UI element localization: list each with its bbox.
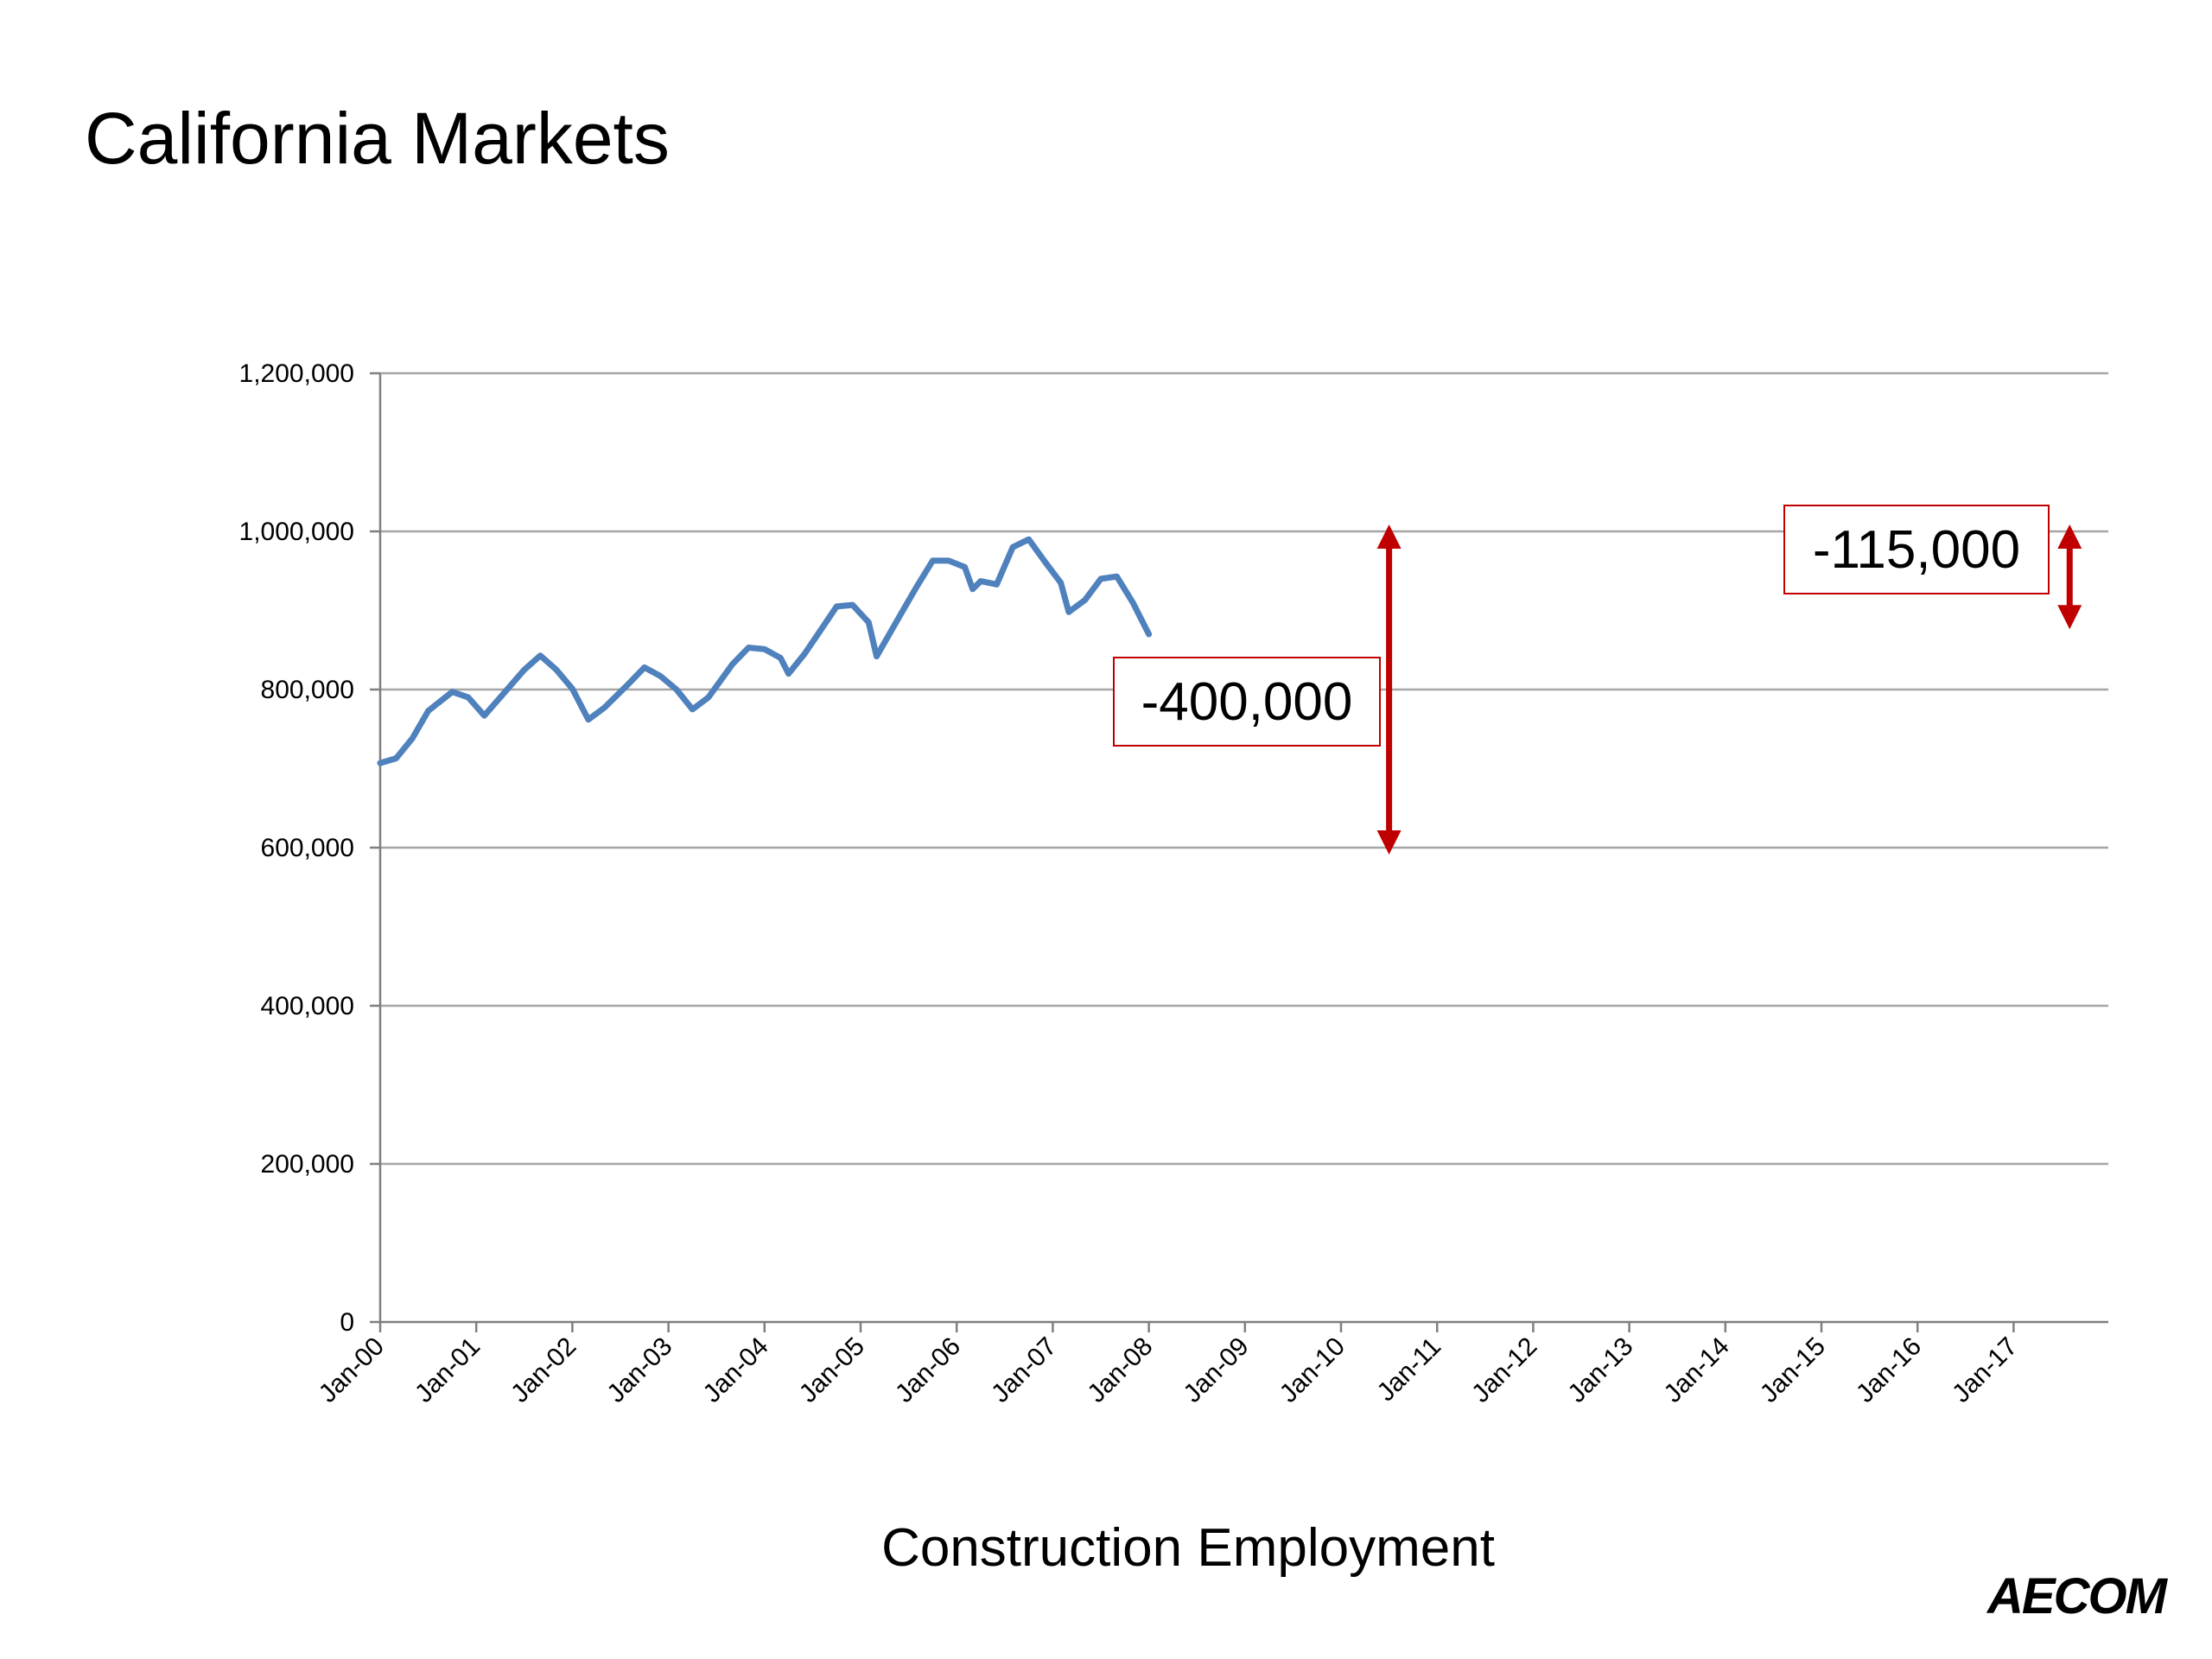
annotation-layer [1376, 524, 2082, 855]
x-tick-label: Jan-02 [505, 1332, 582, 1408]
x-tick-label: Jan-00 [314, 1332, 390, 1408]
x-tick-label: Jan-07 [986, 1332, 1062, 1408]
x-tick-label: Jan-04 [698, 1332, 774, 1408]
grid-layer [380, 372, 2108, 1166]
series-layer [377, 536, 1153, 766]
x-tick-label: Jan-10 [1274, 1332, 1351, 1408]
y-tick-label: 600,000 [261, 834, 354, 862]
x-tick-label: Jan-05 [794, 1332, 870, 1408]
x-tick-label: Jan-15 [1755, 1332, 1831, 1408]
x-tick-label: Jan-13 [1562, 1332, 1638, 1408]
chart-caption: Construction Employment [881, 1518, 1495, 1578]
callout-gap-to-peak-label: -115,000 [1812, 519, 2021, 580]
x-tick-label: Jan-11 [1372, 1332, 1447, 1408]
y-tick-label: 1,000,000 [239, 518, 354, 546]
slide-title: California Markets [85, 98, 670, 179]
y-tick-label: 400,000 [261, 992, 354, 1020]
callout-gap-to-peak: -115,000 [1783, 505, 2050, 594]
aecom-logo: AECOM [1987, 1568, 2167, 1624]
callout-decline-peak-label: -400,000 [1141, 671, 1353, 732]
x-tick-label: Jan-16 [1851, 1332, 1927, 1408]
y-tick-label: 1,200,000 [239, 359, 354, 388]
x-tick-label: Jan-09 [1179, 1332, 1255, 1408]
series-line [377, 536, 1153, 766]
x-tick-label: Jan-17 [1947, 1332, 2023, 1408]
x-tick-label: Jan-12 [1466, 1332, 1542, 1408]
callout-decline-peak: -400,000 [1113, 657, 1381, 747]
y-tick-label: 200,000 [261, 1150, 354, 1179]
x-tick-label: Jan-06 [890, 1332, 966, 1408]
y-tick-label: 0 [340, 1308, 354, 1337]
y-tick-label: 800,000 [261, 676, 354, 704]
x-tick-label: Jan-01 [410, 1332, 486, 1408]
x-tick-label: Jan-03 [601, 1332, 677, 1408]
x-tick-label: Jan-08 [1082, 1332, 1158, 1408]
x-tick-label: Jan-14 [1659, 1332, 1735, 1408]
